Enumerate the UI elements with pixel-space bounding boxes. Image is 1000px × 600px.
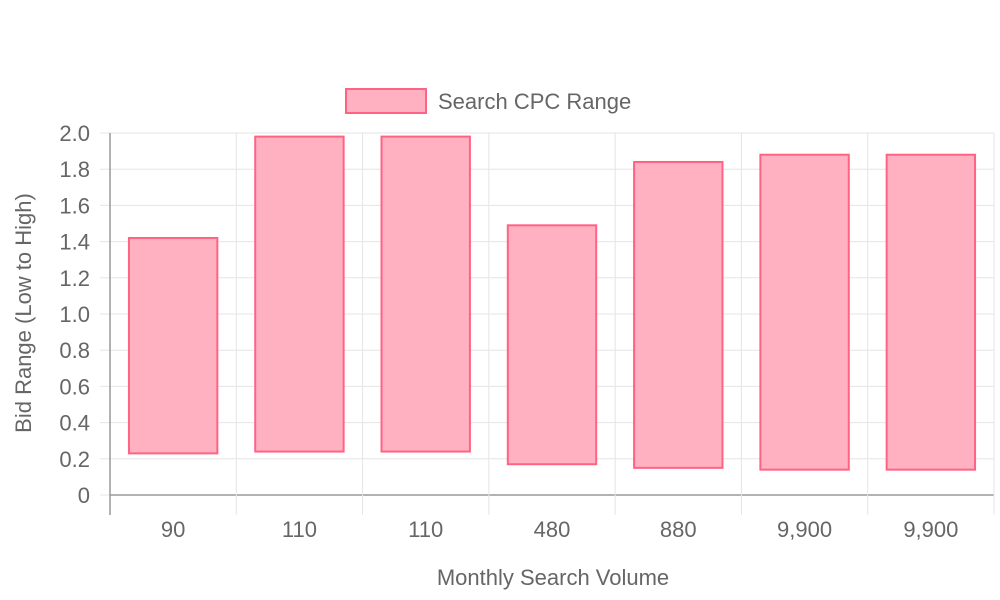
bar[interactable]: [127, 236, 219, 455]
x-tick-label: 880: [660, 517, 697, 542]
bars: [127, 135, 977, 471]
bar[interactable]: [633, 160, 724, 469]
x-axis-title: Monthly Search Volume: [437, 565, 669, 590]
bar[interactable]: [506, 224, 598, 466]
legend-label: Search CPC Range: [438, 89, 631, 114]
y-tick-label: 1.0: [59, 302, 90, 327]
y-tick-label: 0: [78, 483, 90, 508]
x-tick-label: 110: [282, 517, 317, 542]
bar[interactable]: [885, 153, 977, 471]
x-tick-label: 480: [534, 517, 571, 542]
bar[interactable]: [759, 153, 850, 471]
y-axis-ticks: 0 0.2 0.4 0.6 0.8 1.0 1.2 1.4 1.6 1.8 2.0: [59, 121, 90, 508]
y-tick-label: 1.4: [59, 230, 90, 255]
x-tick-label: 9,900: [777, 517, 832, 542]
x-tick-label: 110: [408, 517, 443, 542]
y-tick-label: 0.2: [59, 447, 90, 472]
y-tick-label: 0.4: [59, 411, 90, 436]
bar[interactable]: [380, 135, 471, 453]
legend-swatch: [345, 88, 427, 114]
y-tick-label: 1.8: [59, 157, 90, 182]
y-tick-label: 0.6: [59, 374, 90, 399]
legend[interactable]: Search CPC Range: [345, 88, 631, 114]
x-tick-label: 90: [161, 517, 185, 542]
y-tick-label: 2.0: [59, 121, 90, 146]
x-tick-label: 9,900: [903, 517, 958, 542]
y-tick-label: 1.6: [59, 193, 90, 218]
bar[interactable]: [254, 135, 345, 453]
y-axis-title: Bid Range (Low to High): [11, 193, 36, 433]
y-tick-label: 0.8: [59, 338, 90, 363]
x-axis-ticks: 90 110 110 480 880 9,900 9,900: [161, 517, 958, 542]
y-tick-label: 1.2: [59, 266, 90, 291]
